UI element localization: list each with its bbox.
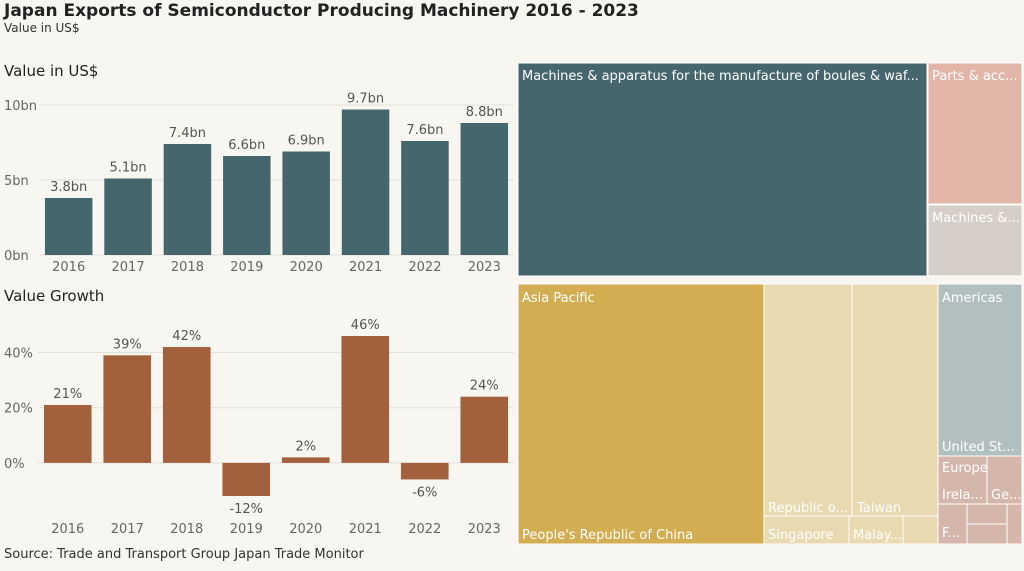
treemap-cell-europe-other-1[interactable] (966, 503, 1008, 525)
treemap-label-korea: Republic o... (768, 501, 848, 516)
growth-data-label-2020: 2% (295, 439, 316, 454)
value-ytick-label: 10bn (4, 99, 37, 114)
value-xtick-label-2023: 2023 (468, 260, 501, 275)
treemap-label-americas: Americas (942, 291, 1003, 306)
treemap-cell-asia-other[interactable] (902, 515, 939, 545)
growth-xtick-label-2018: 2018 (170, 522, 203, 537)
value-data-label-2020: 6.9bn (288, 134, 325, 149)
product-treemap: Machines & apparatus for the manufacture… (517, 62, 1023, 277)
value-data-label-2019: 6.6bn (228, 138, 265, 153)
treemap-label-taiwan: Taiwan (856, 501, 901, 516)
growth-ytick-label: 40% (4, 347, 33, 362)
growth-chart-title: Value Growth (4, 287, 104, 305)
growth-bar-2023[interactable] (460, 396, 509, 463)
page-title: Japan Exports of Semiconductor Producing… (4, 1, 639, 21)
treemap-cell-ireland[interactable] (937, 455, 988, 505)
treemap-label-france: F... (942, 526, 960, 541)
treemap-label-germany: Ge... (991, 488, 1021, 503)
treemap-label-singapore: Singapore (768, 528, 834, 543)
growth-data-label-2021: 46% (351, 318, 380, 333)
growth-xtick-label-2017: 2017 (111, 522, 144, 537)
growth-bar-2019[interactable] (222, 462, 271, 496)
growth-bar-2021[interactable] (341, 336, 390, 463)
treemap-label-united-states: United St... (942, 440, 1015, 455)
value-data-label-2023: 8.8bn (466, 105, 503, 120)
value-data-label-2021: 9.7bn (347, 92, 384, 107)
treemap-cell-france[interactable] (937, 503, 968, 545)
treemap-cell-europe-other-3[interactable] (1006, 503, 1023, 545)
growth-data-label-2017: 39% (113, 337, 142, 352)
treemap-label-europe: Europe (942, 461, 988, 476)
value-bar-2019[interactable] (223, 156, 271, 255)
treemap-cell-taiwan[interactable] (851, 283, 939, 517)
treemap-label-boules-machines: Machines & apparatus for the manufacture… (522, 69, 919, 84)
treemap-label-machines-other: Machines &... (932, 211, 1020, 226)
treemap-cell-machines-other[interactable] (927, 204, 1023, 277)
value-chart-title: Value in US$ (4, 62, 98, 80)
treemap-cell-europe-other-2[interactable] (966, 523, 1008, 545)
growth-xtick-label-2023: 2023 (468, 522, 501, 537)
value-data-label-2018: 7.4bn (169, 126, 206, 141)
growth-bar-2022[interactable] (400, 462, 449, 480)
treemap-label-ireland: Irela... (942, 488, 983, 503)
treemap-cell-korea[interactable] (763, 283, 853, 517)
growth-xtick-label-2019: 2019 (230, 522, 263, 537)
value-bar-2021[interactable] (341, 109, 390, 256)
value-bar-2018[interactable] (163, 144, 212, 255)
value-xtick-label-2016: 2016 (52, 260, 85, 275)
growth-xtick-label-2021: 2021 (349, 522, 382, 537)
growth-bar-2020[interactable] (281, 457, 330, 463)
value-bar-2022[interactable] (401, 141, 449, 255)
value-bar-2017[interactable] (104, 178, 152, 256)
growth-ytick-label: 0% (4, 457, 25, 472)
treemap-label-parts: Parts & acc... (932, 69, 1018, 84)
treemap-cell-boules-machines[interactable] (517, 62, 928, 277)
treemap-cell-singapore[interactable] (763, 515, 850, 545)
source-note: Source: Trade and Transport Group Japan … (4, 547, 364, 562)
growth-data-label-2023: 24% (470, 379, 499, 394)
growth-bar-2017[interactable] (103, 355, 152, 463)
growth-bar-2018[interactable] (162, 347, 211, 463)
value-ytick-label: 0bn (4, 249, 29, 264)
growth-bar-2016[interactable] (43, 404, 92, 463)
treemap-label-malaysia: Malay... (853, 528, 902, 543)
treemap-label-asia-pacific: Asia Pacific (522, 291, 595, 306)
growth-xtick-label-2016: 2016 (51, 522, 84, 537)
treemap-cell-united-states[interactable] (937, 283, 1023, 457)
treemap-cell-china[interactable] (517, 283, 765, 545)
region-treemap: Asia Pacific People's Republic of China … (517, 283, 1023, 545)
treemap-label-china: People's Republic of China (522, 528, 693, 543)
growth-data-label-2019: -12% (229, 502, 263, 517)
value-xtick-label-2020: 2020 (290, 260, 323, 275)
growth-data-label-2018: 42% (172, 329, 201, 344)
value-data-label-2016: 3.8bn (50, 180, 87, 195)
value-xtick-label-2021: 2021 (349, 260, 382, 275)
value-bar-2020[interactable] (282, 151, 330, 256)
growth-xtick-label-2020: 2020 (289, 522, 322, 537)
value-data-label-2017: 5.1bn (109, 161, 146, 176)
value-xtick-label-2018: 2018 (171, 260, 204, 275)
growth-data-label-2022: -6% (412, 485, 437, 500)
page-subtitle: Value in US$ (4, 21, 80, 35)
value-data-label-2022: 7.6bn (406, 123, 443, 138)
treemap-cell-parts[interactable] (927, 62, 1023, 205)
growth-bar-chart: 0% 20% 40% 21% 2016 39% 2017 42% 2018 -12% 2019 2% 2… (4, 318, 514, 537)
value-xtick-label-2019: 2019 (230, 260, 263, 275)
value-xtick-label-2022: 2022 (408, 260, 441, 275)
value-ytick-label: 5bn (4, 174, 29, 189)
growth-data-label-2016: 21% (53, 387, 82, 402)
treemap-cell-germany[interactable] (986, 455, 1023, 505)
value-xtick-label-2017: 2017 (112, 260, 145, 275)
growth-ytick-label: 20% (4, 402, 33, 417)
value-bar-2016[interactable] (44, 198, 93, 255)
value-bar-chart: 0bn 5bn 10bn 3.8bn 2016 5.1bn 2017 7.4bn 2018 6.6… (4, 92, 514, 275)
value-bar-2023[interactable] (460, 123, 509, 255)
growth-xtick-label-2022: 2022 (408, 522, 441, 537)
